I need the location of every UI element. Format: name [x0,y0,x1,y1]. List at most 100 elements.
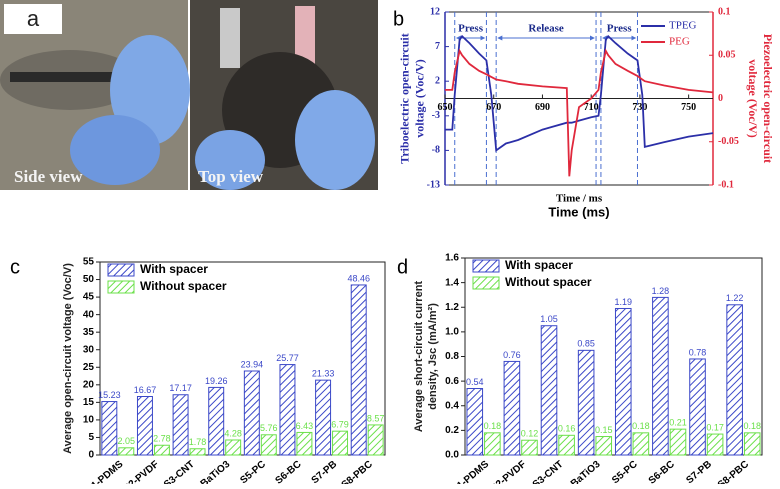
x-tick-label: S8-PBC [340,459,375,484]
bar [315,379,332,456]
x-tick-label: S2-PVDF [122,459,161,484]
bar [367,424,384,456]
y-tick-label: 10 [83,415,95,426]
photo-caption: Side view [14,167,83,186]
legend-swatch [107,263,135,277]
region-label: Press [607,23,633,35]
x-tick-label: 670 [486,102,501,113]
bar [558,434,575,456]
region-label: Press [458,23,484,35]
bar [153,444,170,456]
bar [743,432,761,456]
y-tick-label: 12 [430,6,440,17]
x-tick-label: S3-CNT [162,459,197,484]
glove [195,130,265,190]
legend-label: Without spacer [505,275,592,289]
glove [70,115,160,185]
value-label: 25.77 [276,353,299,363]
value-label: 4.28 [224,428,242,438]
y2-tick-label: -0.1 [718,179,734,190]
y-tick-label: 0.8 [445,351,459,362]
legend-label: Without spacer [140,279,227,293]
bar [706,433,724,456]
legend-swatch [472,259,500,273]
y-tick-label: 1.0 [445,327,459,338]
x-tick-label: S7-PB [684,459,714,484]
bar [296,431,313,456]
x-tick-label: S1-PDMS [84,459,125,484]
electrode [295,6,315,66]
panel-label: d [397,256,408,278]
axis-title: Average open-circuit voltage (Voc/V) [62,263,74,454]
value-label: 0.76 [503,350,521,360]
x-tick-label: S5-PC [610,459,640,484]
value-label: 19.26 [205,376,228,386]
x-tick-label: S8-PBC [716,459,751,484]
x-tick-label: S7-PB [310,459,340,484]
value-label: 23.94 [241,359,264,369]
legend-label: TPEG [669,20,697,32]
value-label: 6.43 [296,421,314,431]
y2-tick-label: 0.1 [718,6,731,17]
y-tick-label: 0.0 [445,450,459,461]
x-tick-label: S4-BaTiO3 [557,459,603,484]
y-tick-label: 0.4 [445,400,459,411]
x-tick-label: S3-CNT [531,459,566,484]
value-label: 1.28 [652,286,670,296]
y-tick-label: 40 [83,309,95,320]
value-label: 1.22 [726,293,744,303]
value-label: 0.18 [743,421,761,431]
y-tick-label: 35 [83,327,95,338]
value-label: 17.17 [169,383,192,393]
axis-title: voltage (Voc/V) [412,59,426,138]
panel-label: a [27,6,40,31]
electrode [220,8,240,68]
value-label: 0.18 [484,421,502,431]
bar [332,430,349,456]
value-label: 0.16 [558,424,576,434]
value-label: 15.23 [98,390,121,400]
value-label: 6.79 [331,420,349,430]
value-label: 0.15 [595,425,613,435]
y-tick-label: 50 [83,274,95,285]
y-tick-label: 1.6 [445,253,459,264]
value-label: 16.67 [134,385,157,395]
y2-tick-label: 0.05 [718,50,736,61]
bar [172,394,189,456]
y-tick-label: 7 [435,41,440,52]
value-label: 0.18 [632,421,650,431]
y-tick-label: 5 [88,432,94,443]
axis-title: voltage (Voc/V) [746,59,760,138]
legend-label: PEG [669,36,690,48]
axis-title: Piezoelectric open-circuit [761,34,775,163]
value-label: 1.05 [540,314,558,324]
value-label: 5.76 [260,423,278,433]
bar [503,360,521,456]
axis-title: Average short-circuit current [413,281,425,433]
x-tick-label: 730 [632,102,647,113]
y2-tick-label: 0 [718,93,723,104]
legend-swatch [472,276,500,290]
series-line [445,34,714,153]
bar [136,396,153,456]
value-label: 0.21 [669,418,687,428]
y-tick-label: -13 [427,179,440,190]
photo-caption: Top view [198,167,264,186]
bar [632,432,650,456]
photo-panel: a Side view Top view [0,0,378,190]
value-label: 0.12 [521,429,539,439]
x-tick-label: 650 [438,102,453,113]
y-tick-label: 1.4 [445,277,459,288]
legend-swatch [107,280,135,294]
y-tick-label: 45 [83,292,95,303]
x-tick-label: S1-PDMS [450,459,491,484]
bar [595,436,613,456]
bar [225,439,242,456]
region-label: Release [528,23,564,35]
value-label: 2.05 [118,436,136,446]
panel-label: b [393,8,404,30]
x-tick-label: 710 [584,102,599,113]
value-label: 0.54 [466,377,484,387]
y-tick-label: 25 [83,362,95,373]
x-tick-label: S2-PVDF [489,459,528,484]
